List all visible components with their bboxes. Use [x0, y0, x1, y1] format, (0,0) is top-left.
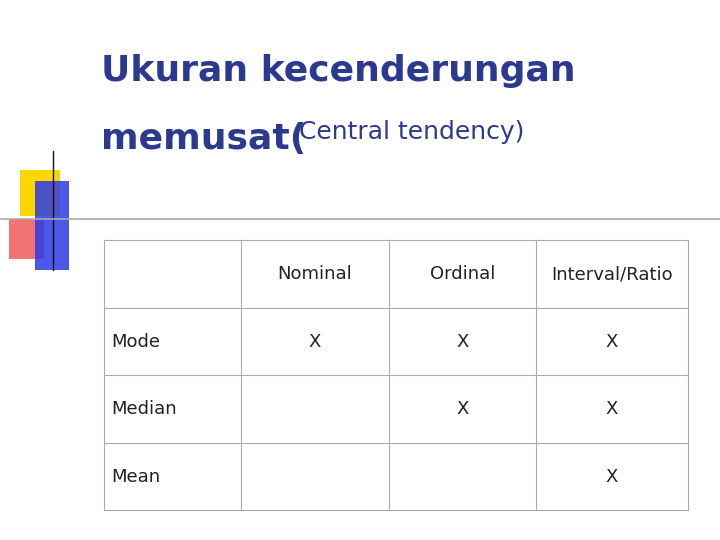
- Text: Central tendency): Central tendency): [299, 120, 524, 144]
- Text: Median: Median: [112, 400, 177, 418]
- Text: X: X: [606, 468, 618, 485]
- Text: X: X: [309, 333, 321, 350]
- Text: Nominal: Nominal: [278, 265, 352, 283]
- Text: Ukuran kecenderungan: Ukuran kecenderungan: [101, 54, 575, 88]
- Text: Mean: Mean: [112, 468, 161, 485]
- Text: X: X: [456, 400, 469, 418]
- Text: X: X: [606, 333, 618, 350]
- Text: Interval/Ratio: Interval/Ratio: [552, 265, 672, 283]
- Text: Mode: Mode: [112, 333, 161, 350]
- Text: Ordinal: Ordinal: [430, 265, 495, 283]
- Text: memusat(: memusat(: [101, 122, 306, 156]
- Text: X: X: [606, 400, 618, 418]
- Text: X: X: [456, 333, 469, 350]
